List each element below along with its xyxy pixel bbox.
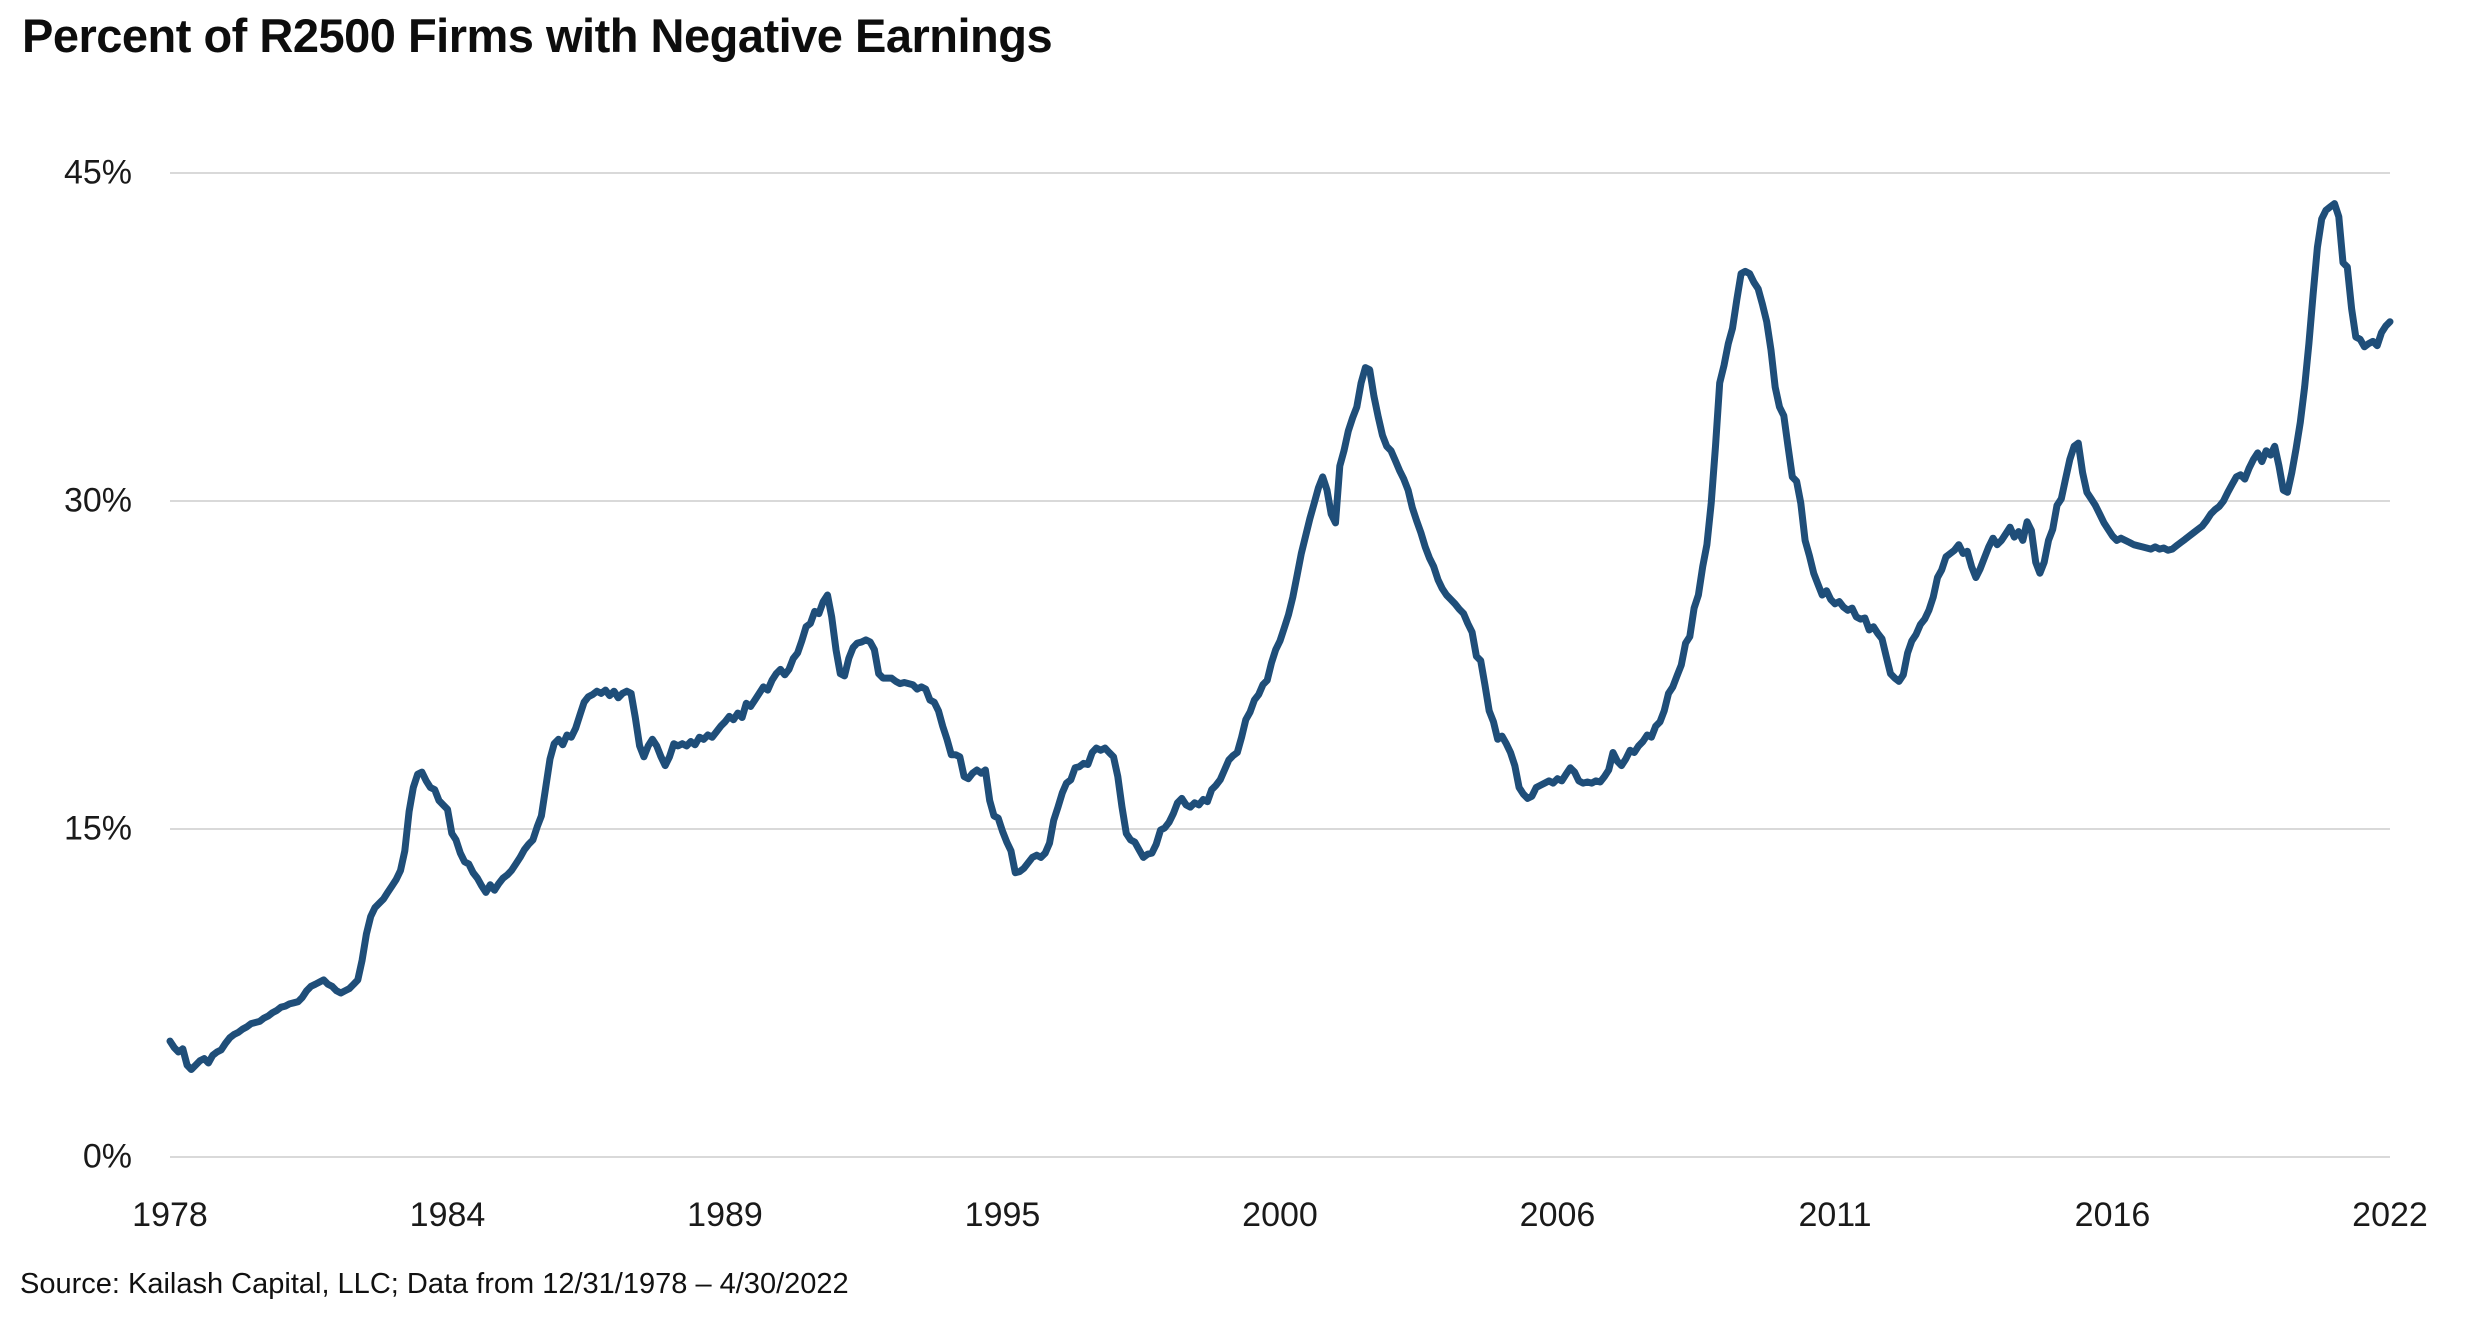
x-tick-label: 2011 — [1798, 1196, 1872, 1234]
x-tick-label: 2022 — [2352, 1196, 2428, 1234]
x-tick-label: 2016 — [2074, 1196, 2151, 1234]
y-tick-label: 0% — [82, 1137, 132, 1176]
gridlines-group — [170, 172, 2390, 1158]
y-tick-label: 45% — [63, 153, 132, 192]
x-tick-label: 2000 — [1242, 1196, 1318, 1234]
source-note: Source: Kailash Capital, LLC; Data from … — [20, 1268, 849, 1300]
series-line — [166, 200, 2394, 1073]
x-tick-label: 1995 — [964, 1196, 1041, 1234]
x-tick-label: 1989 — [687, 1196, 763, 1234]
chart-title: Percent of R2500 Firms with Negative Ear… — [22, 9, 1053, 62]
y-tick-label: 30% — [63, 481, 132, 520]
x-tick-label: 1978 — [132, 1196, 208, 1234]
x-tick-label: 1984 — [409, 1196, 486, 1234]
x-tick-label: 2006 — [1519, 1196, 1596, 1234]
y-tick-label: 15% — [63, 809, 132, 848]
